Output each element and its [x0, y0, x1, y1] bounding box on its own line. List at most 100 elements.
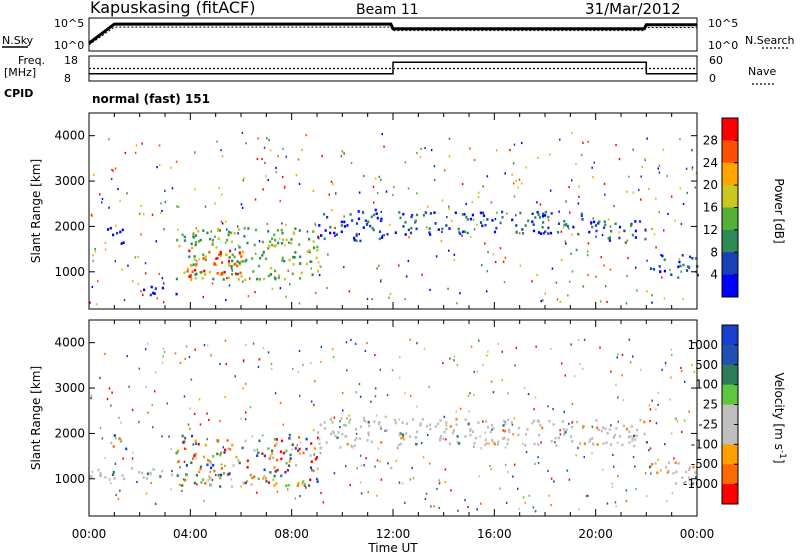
echo-cell [689, 255, 692, 259]
echo-cell [362, 226, 365, 229]
echo-cell [323, 213, 326, 216]
y-tick-label: 4000 [54, 336, 85, 350]
echo-cell [227, 259, 231, 263]
echo-cell [238, 251, 241, 254]
scatter-cell [606, 300, 608, 304]
echo-cell [233, 255, 236, 259]
echo-cell [571, 425, 574, 429]
echo-cell [161, 286, 164, 290]
scatter-cell [312, 429, 315, 432]
colorbar-tick-label: 8 [710, 245, 718, 259]
scatter-cell [691, 149, 693, 152]
scatter-cell [279, 237, 281, 240]
scatter-cell [559, 138, 561, 141]
scatter-cell [578, 185, 580, 188]
echo-cell [254, 228, 258, 232]
echo-cell [153, 292, 156, 295]
scatter-cell [389, 292, 392, 295]
scatter-cell [531, 280, 533, 283]
scatter-cell [628, 338, 631, 341]
echo-cell [694, 257, 697, 260]
scatter-cell [665, 500, 668, 503]
scatter-cell [505, 501, 508, 504]
scatter-cell [578, 508, 580, 511]
echo-cell [526, 428, 529, 431]
scatter-cell [237, 232, 239, 235]
scatter-cell [183, 395, 186, 398]
scatter-cell [443, 415, 446, 418]
echo-cell [688, 468, 691, 471]
scatter-cell [262, 188, 264, 191]
scatter-cell [312, 189, 315, 192]
echo-cell [666, 471, 669, 474]
echo-cell [113, 434, 116, 437]
echo-cell [350, 444, 353, 448]
colorbar-tick-label: 16 [703, 201, 718, 215]
scatter-cell [224, 339, 227, 342]
scatter-cell [651, 294, 653, 297]
scatter-cell [203, 499, 205, 502]
echo-cell [219, 485, 222, 488]
echo-cell [354, 438, 357, 442]
scatter-cell [170, 166, 172, 169]
scatter-cell [268, 139, 270, 142]
scatter-cell [593, 161, 595, 164]
echo-cell [608, 239, 611, 242]
velocity-panel-frame [88, 319, 698, 517]
scatter-cell [679, 138, 681, 141]
scatter-cell [370, 400, 372, 403]
echo-cell [246, 459, 249, 463]
echo-cell [316, 245, 319, 249]
scatter-cell [425, 226, 428, 229]
scatter-cell [174, 352, 177, 355]
echo-cell [477, 421, 480, 424]
echo-cell [610, 443, 613, 446]
echo-cell [686, 265, 690, 268]
echo-cell [298, 436, 301, 439]
echo-cell [313, 246, 316, 249]
scatter-cell [469, 235, 472, 238]
echo-cell [267, 481, 271, 484]
scatter-cell [665, 364, 667, 367]
echo-cell [319, 423, 322, 426]
scatter-cell [648, 187, 650, 190]
echo-cell [542, 212, 545, 216]
velocity-ylabel: Slant Range [km] [29, 366, 43, 470]
echo-cell [429, 423, 432, 427]
echo-cell [189, 264, 193, 267]
scatter-cell [655, 197, 657, 200]
echo-cell [297, 481, 300, 485]
scatter-cell [445, 438, 447, 441]
scatter-cell [295, 174, 298, 177]
echo-cell [340, 230, 343, 234]
y-tick-label: 4000 [54, 129, 85, 143]
echo-cell [363, 419, 366, 422]
echo-cell [458, 442, 461, 445]
echo-cell [359, 239, 362, 243]
scatter-cell [635, 488, 637, 491]
echo-cell [507, 428, 511, 432]
scatter-cell [444, 480, 447, 484]
echo-cell [415, 436, 418, 439]
scatter-cell [389, 223, 391, 226]
scatter-cell [110, 177, 113, 180]
scatter-cell [124, 152, 127, 155]
scatter-cell [375, 177, 377, 180]
echo-cell [536, 210, 539, 214]
echo-cell [645, 441, 648, 444]
scatter-cell [101, 437, 104, 440]
echo-cell [183, 235, 186, 239]
echo-cell [176, 238, 179, 242]
echo-cell [193, 258, 196, 261]
scatter-cell [161, 209, 163, 213]
scatter-cell [316, 477, 318, 480]
scatter-cell [465, 202, 467, 206]
scatter-cell [333, 472, 336, 475]
scatter-cell [533, 408, 535, 411]
scatter-cell [582, 285, 585, 288]
scatter-cell [247, 295, 250, 298]
echo-cell [549, 231, 553, 235]
colorbar-swatch [722, 384, 738, 406]
echo-cell [691, 256, 694, 260]
echo-cell [240, 255, 243, 258]
